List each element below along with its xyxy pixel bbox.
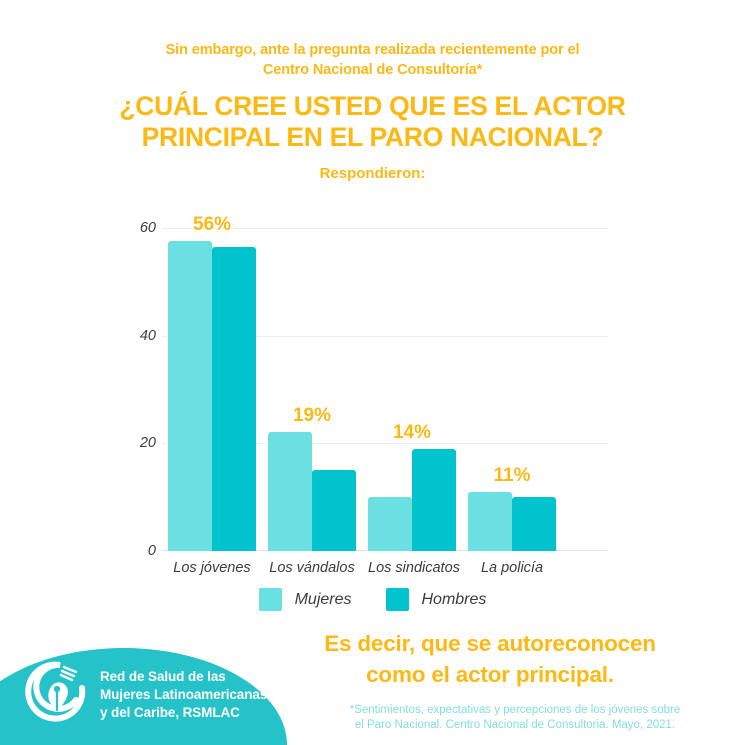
bar-value-label: 56% bbox=[192, 214, 232, 236]
x-axis-category-label: Los vándalos bbox=[269, 560, 355, 576]
logo-line-2: Mujeres Latinoamericanas bbox=[100, 687, 268, 702]
logo-text: Red de Salud de las Mujeres Latinoameric… bbox=[100, 668, 267, 722]
bar-hombres[interactable] bbox=[512, 497, 556, 551]
headline-line-2: PRINCIPAL EN EL PARO NACIONAL? bbox=[141, 122, 604, 152]
headline-line-1: ¿CUÁL CREE USTED QUE ES EL ACTOR bbox=[119, 91, 626, 121]
y-axis-tick-label: 20 bbox=[139, 435, 156, 452]
y-axis-tick-label: 40 bbox=[139, 327, 156, 344]
respondieron-label: Respondieron: bbox=[319, 165, 426, 182]
bar-value-label: 19% bbox=[292, 405, 332, 427]
legend-swatch bbox=[258, 588, 282, 611]
legend-label: Hombres bbox=[421, 590, 487, 608]
bar-hombres[interactable] bbox=[412, 448, 456, 551]
logo-line-1: Red de Salud de las bbox=[100, 669, 226, 684]
conclusion-line-2: como el actor principal. bbox=[366, 662, 614, 687]
bar-group: 14% Los sindicatos bbox=[368, 217, 460, 576]
chart-legend: Mujeres Hombres bbox=[0, 588, 745, 611]
footnote-line-2: el Paro Nacional. Centro Nacional de Con… bbox=[354, 719, 676, 731]
y-axis-tick-label: 0 bbox=[147, 543, 156, 559]
conclusion-line-1: Es decir, que se autoreconocen bbox=[324, 631, 656, 656]
bar-value-label: 14% bbox=[392, 421, 432, 443]
rsmlac-logo-icon bbox=[24, 660, 90, 726]
header: Sin embargo, ante la pregunta realizada … bbox=[0, 0, 745, 182]
bar-hombres[interactable] bbox=[212, 246, 256, 551]
bar-group: 11% La policía bbox=[468, 217, 556, 576]
y-axis-tick-label: 60 bbox=[139, 219, 156, 236]
footnote: *Sentimientos, expectativas y percepcion… bbox=[300, 703, 730, 733]
bar-group: 19% Los vándalos bbox=[268, 217, 356, 576]
plot-area: 0 20 40 60 56% Los jóvenes 19% Los vándalos 14%… bbox=[140, 214, 608, 576]
bar-mujeres[interactable] bbox=[168, 241, 212, 551]
bar-mujeres[interactable] bbox=[368, 497, 412, 551]
gridline bbox=[162, 227, 608, 229]
footnote-line-1: *Sentimientos, expectativas y percepcion… bbox=[349, 704, 681, 716]
logo-line-3: y del Caribe, RSMLAC bbox=[100, 705, 240, 720]
kicker-text: Sin embargo, ante la pregunta realizada … bbox=[0, 40, 745, 80]
kicker-line-2: Centro Nacional de Consultoría* bbox=[262, 62, 483, 78]
bar-mujeres[interactable] bbox=[268, 432, 312, 551]
legend-item[interactable]: Mujeres bbox=[258, 588, 352, 611]
gridline bbox=[162, 443, 608, 445]
legend-swatch bbox=[385, 588, 409, 611]
bar-chart: 0 20 40 60 56% Los jóvenes 19% Los vándalos 14%… bbox=[0, 190, 745, 580]
conclusion-text: Es decir, que se autoreconocen como el a… bbox=[255, 628, 725, 690]
legend-label: Mujeres bbox=[294, 590, 352, 608]
page-title: ¿CUÁL CREE USTED QUE ES EL ACTOR PRINCIP… bbox=[0, 91, 745, 153]
bar-hombres[interactable] bbox=[312, 470, 356, 551]
x-axis-category-label: La policía bbox=[480, 560, 544, 576]
legend-item[interactable]: Hombres bbox=[385, 588, 487, 611]
logo-block: Red de Salud de las Mujeres Latinoameric… bbox=[0, 648, 287, 745]
x-axis-category-label: Los jóvenes bbox=[173, 560, 251, 576]
x-axis-category-label: Los sindicatos bbox=[368, 560, 460, 576]
bar-value-label: 11% bbox=[493, 464, 531, 486]
kicker-line-1: Sin embargo, ante la pregunta realizada … bbox=[165, 42, 580, 58]
gridline bbox=[162, 335, 608, 337]
bar-mujeres[interactable] bbox=[468, 491, 512, 551]
bar-group: 56% Los jóvenes bbox=[168, 214, 256, 576]
